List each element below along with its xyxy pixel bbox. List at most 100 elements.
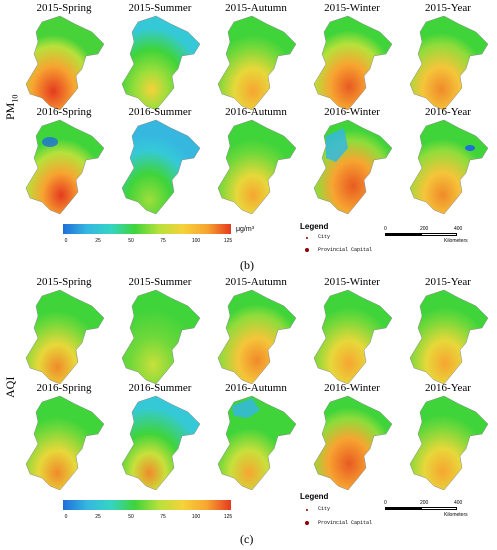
- panel-title: 2015-Summer: [128, 276, 192, 288]
- pm10-axis-label: PM10: [3, 94, 20, 120]
- scale-unit: Kilometers: [444, 238, 468, 244]
- map-2015-spring: [25, 15, 105, 111]
- panel-title: 2016-Winter: [324, 382, 380, 394]
- panel-title: 2016-Summer: [128, 382, 192, 394]
- map-panel: 2016-Spring: [18, 106, 110, 218]
- city-dot-icon: [306, 237, 308, 239]
- panel-title: 2015-Spring: [36, 276, 92, 288]
- legend-title: Legend: [300, 492, 329, 501]
- colorbar-tick: 100: [191, 514, 201, 520]
- scale-tick: 0: [384, 226, 387, 232]
- scale-bar: [385, 233, 421, 236]
- aqi-map-2015-spring: [25, 289, 105, 385]
- colorbar-tick: 100: [191, 238, 201, 244]
- map-2015-autumn: [217, 15, 297, 111]
- map-panel: 2016-Summer: [114, 382, 206, 494]
- map-panel: 2015-Autumn: [210, 276, 302, 388]
- map-2016-autumn: [217, 119, 297, 215]
- colorbar-tick: 75: [160, 238, 166, 244]
- aqi-map-2015-autumn: [217, 289, 297, 385]
- map-2016-winter: [313, 119, 393, 215]
- aqi-map-2015-year: [409, 289, 489, 385]
- panel-title: 2015-Winter: [324, 2, 380, 14]
- aqi-map-2015-summer: [121, 289, 201, 385]
- colorbar-tick: 125: [223, 514, 233, 520]
- scale-bar: [421, 507, 457, 510]
- map-panel: 2016-Summer: [114, 106, 206, 218]
- map-panel: 2016-Year: [402, 106, 494, 218]
- map-panel: 2015-Winter: [306, 276, 398, 388]
- panel-title: 2015-Year: [425, 2, 471, 14]
- scale-tick: 200: [420, 226, 429, 232]
- panel-title: 2015-Spring: [36, 2, 92, 14]
- colorbar-tick: 50: [128, 514, 134, 520]
- map-panel: 2015-Spring: [18, 2, 110, 114]
- legend-capital: Provincial Capital: [318, 520, 373, 526]
- capital-dot-icon: [305, 248, 309, 252]
- map-2016-summer: [121, 119, 201, 215]
- scale-tick: 400: [454, 226, 463, 232]
- colorbar-tick: 50: [128, 238, 134, 244]
- map-panel: 2015-Year: [402, 2, 494, 114]
- map-panel: 2016-Winter: [306, 106, 398, 218]
- panel-title: 2016-Autumn: [225, 382, 287, 394]
- map-panel: 2015-Summer: [114, 276, 206, 388]
- map-panel: 2016-Winter: [306, 382, 398, 494]
- scale-tick: 400: [454, 500, 463, 506]
- figure-sublabel-c: (c): [240, 532, 254, 546]
- map-panel: 2016-Autumn: [210, 106, 302, 218]
- panel-title: 2015-Autumn: [225, 276, 287, 288]
- map-panel: 2016-Spring: [18, 382, 110, 494]
- colorbar-unit: μg/m³: [236, 226, 255, 233]
- map-panel: 2016-Autumn: [210, 382, 302, 494]
- panel-title: 2016-Autumn: [225, 106, 287, 118]
- aqi-map-2015-winter: [313, 289, 393, 385]
- panel-title: 2015-Winter: [324, 276, 380, 288]
- panel-title: 2016-Year: [425, 382, 471, 394]
- panel-title: 2016-Summer: [128, 106, 192, 118]
- aqi-map-2016-year: [409, 395, 489, 491]
- panel-title: 2015-Summer: [128, 2, 192, 14]
- map-panel: 2015-Year: [402, 276, 494, 388]
- panel-title: 2016-Winter: [324, 106, 380, 118]
- aqi-section: AQI 2015-Spring 2015-Summer 2015-Autumn …: [0, 276, 497, 550]
- map-2016-year: [409, 119, 489, 215]
- colorbar-tick: 0: [64, 514, 68, 520]
- city-dot-icon: [306, 509, 308, 511]
- colorbar-tick: 0: [64, 238, 68, 244]
- scale-tick: 0: [384, 500, 387, 506]
- colorbar-tick: 125: [223, 238, 233, 244]
- map-panel: 2015-Spring: [18, 276, 110, 388]
- aqi-map-2016-spring: [25, 395, 105, 491]
- map-2016-spring: [25, 119, 105, 215]
- map-2015-winter: [313, 15, 393, 111]
- map-panel: 2015-Autumn: [210, 2, 302, 114]
- panel-title: 2016-Year: [425, 106, 471, 118]
- aqi-map-2016-autumn: [217, 395, 297, 491]
- scale-unit: Kilometers: [444, 512, 468, 518]
- legend-capital: Provincial Capital: [318, 247, 373, 253]
- legend-city: City: [318, 234, 331, 240]
- aqi-axis-label: AQI: [3, 376, 17, 398]
- panel-title: 2015-Autumn: [225, 2, 287, 14]
- scale-tick: 200: [420, 500, 429, 506]
- map-2015-year: [409, 15, 489, 111]
- legend-city: City: [318, 506, 331, 512]
- colorbar-tick: 25: [95, 238, 101, 244]
- map-panel: 2015-Summer: [114, 2, 206, 114]
- colorbar-tick: 25: [95, 514, 101, 520]
- figure-sublabel-b: (b): [240, 258, 254, 272]
- pm10-colorbar: [63, 224, 231, 234]
- scale-bar: [385, 507, 421, 510]
- scale-bar: [421, 233, 457, 236]
- map-2015-summer: [121, 15, 201, 111]
- aqi-colorbar: [63, 500, 231, 510]
- pm10-section: PM10 2015-Spring 2015-Summer 2015-Autumn…: [3, 2, 494, 272]
- map-panel: 2015-Winter: [306, 2, 398, 114]
- panel-title: 2016-Spring: [36, 382, 92, 394]
- panel-title: 2015-Year: [425, 276, 471, 288]
- panel-title: 2016-Spring: [36, 106, 92, 118]
- capital-dot-icon: [305, 521, 309, 525]
- map-panel: 2016-Year: [402, 382, 494, 494]
- legend-title: Legend: [300, 222, 329, 231]
